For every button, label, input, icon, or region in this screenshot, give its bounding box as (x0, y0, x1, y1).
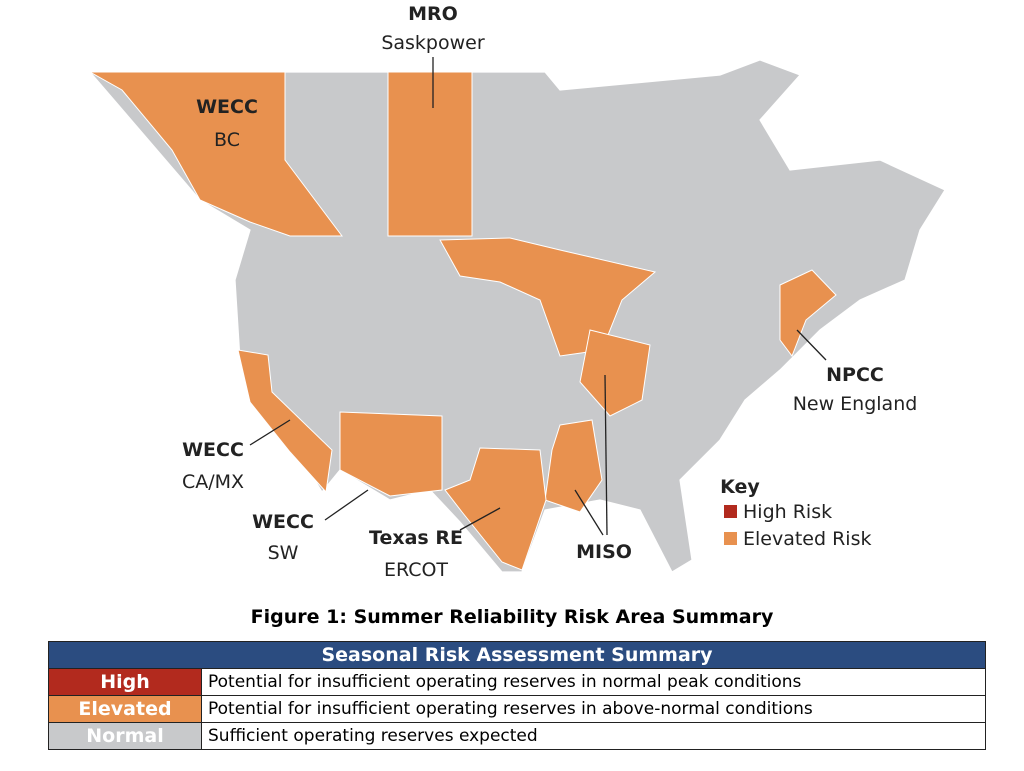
area-label: ERCOT (384, 559, 448, 581)
map: MRO Saskpower WECC BC NPCC New England W… (88, 3, 946, 581)
bc-region (88, 71, 343, 237)
area-label: SW (268, 542, 299, 564)
leader-line (249, 419, 291, 446)
figure-caption: Figure 1: Summer Reliability Risk Area S… (250, 606, 774, 628)
area-label: Saskpower (381, 32, 485, 54)
table-header: Seasonal Risk Assessment Summary (48, 641, 986, 669)
risk-description: Potential for insufficient operating res… (201, 695, 986, 723)
region-label: Texas RE (369, 527, 463, 549)
area-label: BC (214, 129, 240, 151)
leader-line (796, 329, 827, 361)
key-swatch (724, 505, 737, 518)
saskpower-region (387, 71, 473, 237)
miso-central-region (579, 329, 651, 417)
key-title: Key (720, 476, 760, 498)
region-label: WECC (196, 96, 258, 118)
region-label: MRO (408, 3, 458, 25)
risk-description: Potential for insufficient operating res… (201, 668, 986, 696)
leader-line (604, 374, 608, 536)
risk-level: Elevated (48, 695, 202, 723)
risk-level: High (48, 668, 202, 696)
region-label: NPCC (826, 364, 884, 386)
area-label: New England (793, 393, 918, 415)
region-label: WECC (252, 511, 314, 533)
miso-south-region (544, 419, 603, 513)
risk-level: Normal (48, 722, 202, 750)
ca-region (237, 349, 333, 494)
region-label: WECC (182, 439, 244, 461)
risk-description: Sufficient operating reserves expected (201, 722, 986, 750)
leader-line (324, 489, 369, 521)
key-swatch (724, 532, 737, 545)
summary-table: Seasonal Risk Assessment Summary High Pot… (48, 641, 986, 750)
key-label: High Risk (743, 501, 832, 523)
ercot-region (444, 447, 547, 571)
new-england-region (779, 269, 837, 358)
key-label: Elevated Risk (743, 528, 871, 550)
region-label: MISO (576, 541, 632, 563)
leader-line (574, 489, 604, 536)
area-label: CA/MX (182, 471, 244, 493)
sw-region (339, 411, 443, 497)
leader-line (459, 507, 501, 531)
